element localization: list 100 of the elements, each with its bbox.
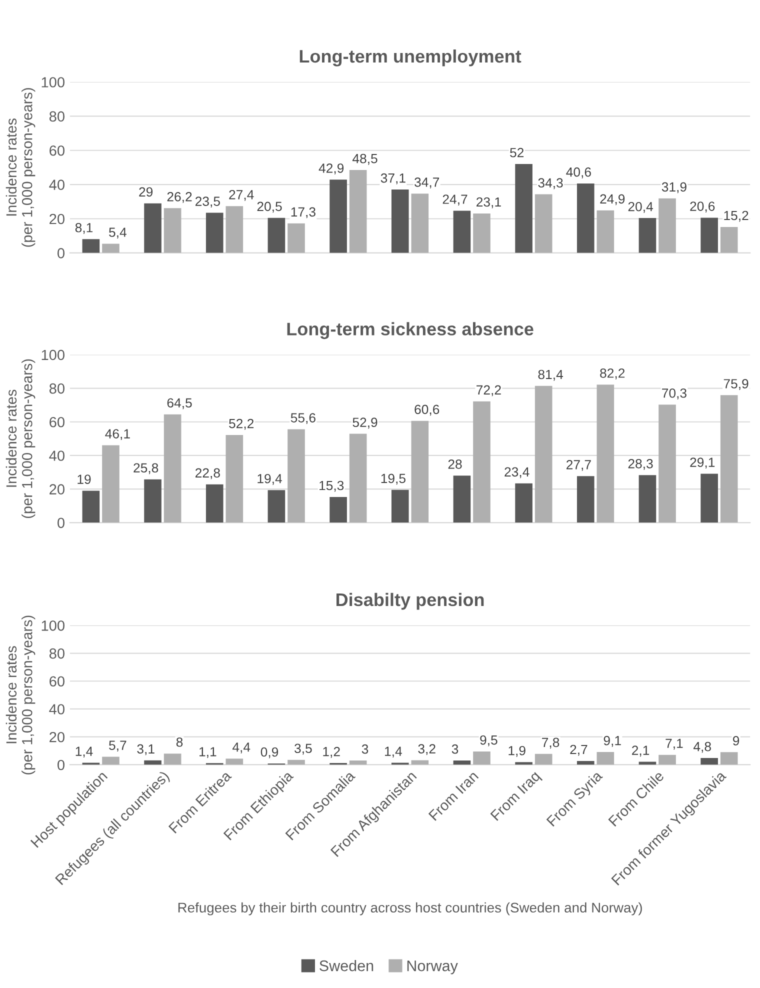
data-label: 0,9	[260, 747, 278, 758]
data-label: 31,9	[662, 182, 686, 194]
data-label: 2,1	[632, 746, 650, 757]
bar	[391, 490, 409, 523]
data-label: 4,4	[232, 742, 250, 754]
data-label: 1,2	[323, 746, 340, 758]
data-label: 3	[452, 744, 458, 754]
data-label: 37,1	[380, 173, 406, 184]
bar	[576, 184, 594, 253]
data-label: 23,5	[196, 196, 220, 208]
bar	[226, 206, 244, 253]
y-tick-label: 60	[50, 145, 64, 156]
data-label: 2,7	[570, 744, 588, 756]
y-tick-label: 80	[49, 648, 64, 659]
bar	[349, 170, 367, 253]
data-label: 81,4	[538, 370, 563, 381]
y-tick-label: 20	[50, 214, 64, 224]
data-label: 24,7	[442, 194, 468, 206]
data-label: 17,3	[291, 207, 316, 218]
bar	[206, 212, 224, 253]
y-tick-label: 80	[49, 111, 64, 122]
data-label: 60,6	[414, 404, 440, 416]
data-label: 20,5	[257, 202, 282, 213]
y-tick-label: 100	[42, 77, 64, 88]
bar	[268, 490, 286, 523]
bar	[411, 420, 429, 523]
bar	[453, 476, 471, 523]
legend-label: Norway	[407, 960, 458, 974]
data-label: 75,9	[724, 379, 748, 390]
bar	[515, 762, 532, 765]
data-label: 22,8	[196, 468, 220, 480]
bar	[473, 213, 490, 253]
data-label: 72,2	[476, 385, 501, 396]
bar	[576, 476, 594, 523]
data-label: 27,7	[566, 460, 591, 471]
data-label: 20,6	[690, 202, 715, 212]
data-label: 55,6	[290, 413, 316, 424]
data-label: 5,7	[109, 740, 126, 752]
data-label: 34,3	[538, 178, 563, 190]
data-label: 28	[448, 460, 462, 469]
bar	[268, 218, 286, 253]
bar	[658, 198, 676, 253]
data-label: 48,5	[352, 154, 378, 165]
chart-title: Long-term unemployment	[300, 49, 522, 66]
bar	[658, 754, 676, 765]
bar	[288, 429, 305, 523]
bar	[596, 210, 614, 253]
data-label: 34,7	[414, 178, 440, 188]
bar	[596, 384, 614, 523]
bar	[596, 752, 614, 765]
bar	[206, 484, 224, 523]
data-label: 3,2	[418, 744, 436, 756]
y-tick-label: 0	[58, 518, 64, 528]
data-label: 23,1	[476, 197, 501, 208]
bar	[288, 223, 305, 253]
bar	[82, 239, 100, 253]
data-label: 8,1	[75, 222, 93, 234]
y-tick-label: 0	[58, 760, 64, 770]
y-axis-title: Incidence rates (per 1,000 person-years)	[6, 359, 36, 518]
bar	[720, 752, 738, 765]
data-label: 9	[732, 736, 740, 746]
y-tick-label: 20	[50, 732, 64, 742]
data-label: 52,2	[229, 418, 254, 430]
bar	[515, 483, 532, 523]
data-label: 82,2	[600, 368, 625, 380]
y-tick-label: 0	[58, 248, 64, 258]
bar	[534, 386, 552, 523]
bar	[226, 758, 244, 765]
data-label: 7,8	[542, 738, 560, 749]
bar	[164, 414, 182, 523]
data-label: 42,9	[318, 163, 344, 174]
bar	[144, 203, 162, 253]
data-label: 64,5	[167, 398, 192, 410]
data-label: 19,5	[381, 474, 406, 485]
bar	[349, 434, 367, 523]
data-label: 26,2	[167, 192, 192, 203]
bar	[330, 180, 347, 253]
y-tick-label: 100	[42, 350, 64, 360]
y-axis-title: Incidence rates (per 1,000 person-years)	[6, 616, 36, 774]
y-axis-title: Incidence rates (per 1,000 person-years)	[6, 88, 36, 247]
data-label: 27,4	[229, 190, 254, 201]
chart-title: Long-term sickness absence	[287, 322, 534, 340]
bar	[288, 760, 305, 765]
y-tick-label: 40	[49, 704, 64, 714]
data-label: 4,8	[693, 742, 711, 753]
data-label: 8	[176, 737, 183, 747]
data-label: 25,8	[134, 463, 158, 474]
bar	[700, 474, 718, 523]
data-label: 46,1	[105, 429, 130, 440]
data-label: 9,5	[480, 735, 498, 746]
bar	[473, 751, 490, 765]
bar	[638, 475, 656, 523]
data-label: 20,4	[628, 202, 653, 213]
data-label: 15,2	[724, 210, 748, 222]
data-label: 9,1	[604, 736, 621, 747]
data-label: 29,1	[690, 458, 715, 469]
legend-label: Sweden	[320, 960, 374, 972]
data-label: 7,1	[666, 738, 683, 750]
bar	[720, 226, 738, 253]
data-label: 19	[78, 474, 91, 484]
